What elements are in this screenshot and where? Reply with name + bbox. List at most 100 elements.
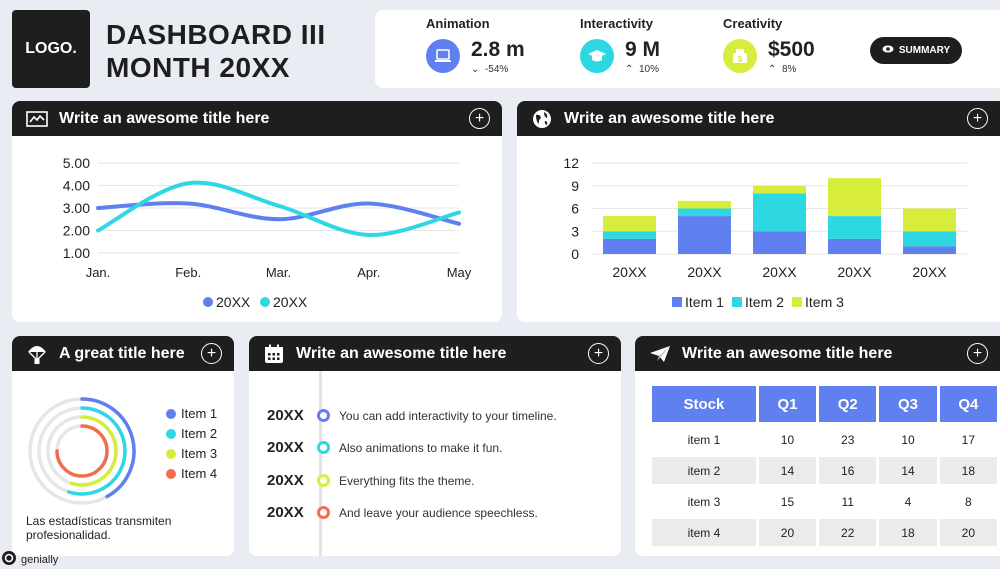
- kpi-value: 9 M: [625, 38, 661, 61]
- logo: LOGO.: [12, 10, 90, 88]
- column-header: Q2: [819, 386, 877, 422]
- card-title: Write an awesome title here: [564, 109, 775, 127]
- x-tick-label: Apr.: [357, 265, 380, 280]
- brand-label: genially: [21, 553, 59, 566]
- y-tick-label: 5.00: [63, 155, 90, 171]
- add-icon[interactable]: +: [967, 108, 988, 129]
- ring-arc: [55, 424, 109, 478]
- bar-segment: [903, 231, 956, 247]
- column-header: Q4: [939, 386, 997, 422]
- timeline-dot: [317, 474, 330, 487]
- kpi-interactivity: Interactivity 9 M ⌃ 10%: [580, 16, 660, 75]
- summary-label: SUMMARY: [898, 45, 951, 56]
- table-cell: 14: [758, 457, 817, 484]
- bar-segment: [828, 178, 881, 217]
- table-cell: 20: [758, 519, 817, 546]
- legend-label: 20XX: [216, 294, 251, 310]
- bar-segment: [603, 231, 656, 239]
- legend-label: Item 3: [805, 294, 844, 310]
- card-title: Write an awesome title here: [59, 109, 270, 127]
- table-cell: 10: [901, 432, 915, 447]
- y-tick-label: 1.00: [63, 245, 90, 261]
- arrow-up-icon: ⌃: [625, 64, 634, 75]
- svg-text:$: $: [738, 55, 743, 64]
- table-cell: 17: [961, 432, 975, 447]
- bar-segment: [828, 216, 881, 239]
- timeline-dot: [317, 441, 330, 454]
- ring-arc: [80, 397, 136, 499]
- add-icon[interactable]: +: [469, 108, 490, 129]
- kpi-label: Interactivity: [580, 16, 653, 31]
- table-cell: 16: [819, 457, 877, 484]
- table-cell: 18: [939, 457, 997, 484]
- table-cell: 14: [879, 457, 937, 484]
- card-title: Write an awesome title here: [296, 344, 507, 362]
- y-tick-label: 3.00: [63, 200, 90, 216]
- kpi-delta: ⌄ -54%: [471, 64, 509, 75]
- x-tick-label: Jan.: [86, 265, 111, 280]
- table-cell: 11: [841, 494, 854, 509]
- kpi-value: 2.8 m: [471, 38, 525, 61]
- table-row: item 2 14 16 14 18: [652, 457, 997, 484]
- y-tick-label: 0: [571, 246, 579, 262]
- card-header: Write an awesome title here +: [12, 101, 502, 136]
- table-cell: 8: [964, 494, 972, 509]
- brand-footer[interactable]: genially: [2, 551, 58, 568]
- table-cell: 4: [904, 494, 912, 509]
- bar-segment: [753, 193, 806, 232]
- y-tick-label: 4.00: [63, 178, 90, 194]
- kpi-bar: Animation 2.8 m ⌄ -54% Interactivity 9 M…: [375, 10, 1000, 88]
- legend-label: Item 1: [685, 294, 724, 310]
- table-cell: 20: [939, 519, 997, 546]
- card-title: Write an awesome title here: [682, 344, 893, 362]
- table-cell: 18: [879, 519, 937, 546]
- page-title: DASHBOARD III MONTH 20XX: [106, 18, 326, 84]
- kpi-creativity: Creativity $ $500 ⌃ 8%: [723, 16, 815, 75]
- bar-chart-card: Write an awesome title here + 12 9 6 3 0 20XX…: [517, 101, 1000, 322]
- x-tick-label: 20XX: [612, 264, 647, 280]
- legend-marker: [672, 297, 682, 307]
- column-header: Stock: [652, 386, 756, 422]
- y-tick-label: 12: [563, 155, 579, 171]
- add-icon[interactable]: +: [588, 343, 609, 364]
- timeline-event: 20XX And leave your audience speechless.: [267, 504, 538, 521]
- legend-label: Item 2: [745, 294, 784, 310]
- table-cell: item 1: [687, 432, 721, 447]
- timeline-event: 20XX You can add interactivity to your t…: [267, 407, 557, 424]
- table-cell: 23: [841, 432, 855, 447]
- line-chart: 5.00 4.00 3.00 2.00 1.00 Jan. Feb. Mar. Apr. May 2…: [63, 155, 472, 310]
- page-title-line1: DASHBOARD III: [106, 19, 326, 50]
- add-icon[interactable]: +: [201, 343, 222, 364]
- kpi-delta: ⌃ 8%: [768, 64, 797, 75]
- card-header: Write an awesome title here +: [249, 336, 621, 371]
- eye-icon: [882, 45, 894, 56]
- table-cell: item 4: [652, 519, 756, 546]
- calendar-icon: [263, 343, 285, 365]
- x-tick-label: Mar.: [266, 265, 291, 280]
- timeline-dot: [317, 506, 330, 519]
- bar-segment: [603, 216, 656, 232]
- legend-item: Item 4: [166, 466, 217, 481]
- kpi-delta: ⌃ 10%: [625, 64, 659, 75]
- card-header: A great title here +: [12, 336, 234, 371]
- x-tick-label: May: [447, 265, 472, 280]
- arrow-down-icon: ⌄: [471, 64, 480, 75]
- x-tick-label: Feb.: [175, 265, 201, 280]
- bar-segment: [753, 231, 806, 254]
- bar-segment: [678, 216, 731, 254]
- y-tick-label: 9: [571, 178, 579, 194]
- summary-button[interactable]: SUMMARY: [870, 37, 962, 64]
- x-tick-label: 20XX: [687, 264, 722, 280]
- table-card: Write an awesome title here + Stock Q1 Q…: [635, 336, 1000, 556]
- stock-table: Stock Q1 Q2 Q3 Q4 item 1 10 23 10 17 ite…: [649, 382, 1000, 550]
- timeline-dot: [317, 409, 330, 422]
- timeline-line: [319, 371, 322, 556]
- timeline-card: Write an awesome title here + 20XX You c…: [249, 336, 621, 556]
- paper-plane-icon: [649, 343, 671, 365]
- table-row: item 4 20 22 18 20: [652, 519, 997, 546]
- genially-logo-icon: [2, 551, 16, 568]
- table-cell: 10: [780, 432, 795, 447]
- add-icon[interactable]: +: [967, 343, 988, 364]
- timeline-event: 20XX Everything fits the theme.: [267, 472, 475, 489]
- ring-arc: [66, 406, 127, 496]
